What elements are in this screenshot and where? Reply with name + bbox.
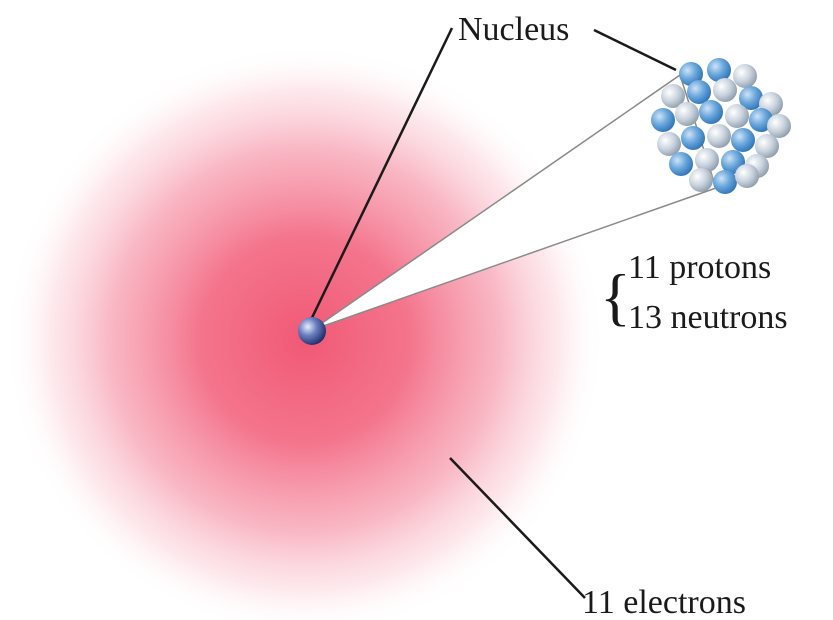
proton-sphere [713, 170, 737, 194]
neutron-sphere [675, 102, 699, 126]
proton-sphere [681, 126, 705, 150]
proton-sphere [651, 108, 675, 132]
protons-label: 11 protons [628, 249, 771, 286]
neutron-sphere [755, 134, 779, 158]
proton-sphere [669, 152, 693, 176]
proton-sphere [687, 80, 711, 104]
neutron-sphere [689, 168, 713, 192]
proton-sphere [731, 128, 755, 152]
neutrons-label: 13 neutrons [628, 299, 788, 336]
neutron-sphere [713, 78, 737, 102]
electrons-leader-line [449, 457, 586, 599]
neutron-sphere [733, 64, 757, 88]
proton-sphere [707, 58, 731, 82]
electrons-label: 11 electrons [582, 584, 746, 620]
nucleus-dot [298, 317, 326, 345]
neutron-sphere [725, 104, 749, 128]
nucleus-label: Nucleus [458, 11, 569, 48]
enlarged-nucleus [651, 58, 791, 194]
neutron-sphere [707, 124, 731, 148]
neutron-sphere [695, 148, 719, 172]
nucleus-leader-line [306, 27, 454, 327]
proton-sphere [679, 62, 703, 86]
neutron-sphere [767, 114, 791, 138]
proton-sphere [739, 86, 763, 110]
neutron-sphere [735, 164, 759, 188]
nucleus-enlarged-leader-line [593, 28, 677, 72]
brace-glyph: { [600, 261, 631, 332]
neutron-sphere [657, 132, 681, 156]
neutron-sphere [661, 84, 685, 108]
proton-sphere [699, 100, 723, 124]
